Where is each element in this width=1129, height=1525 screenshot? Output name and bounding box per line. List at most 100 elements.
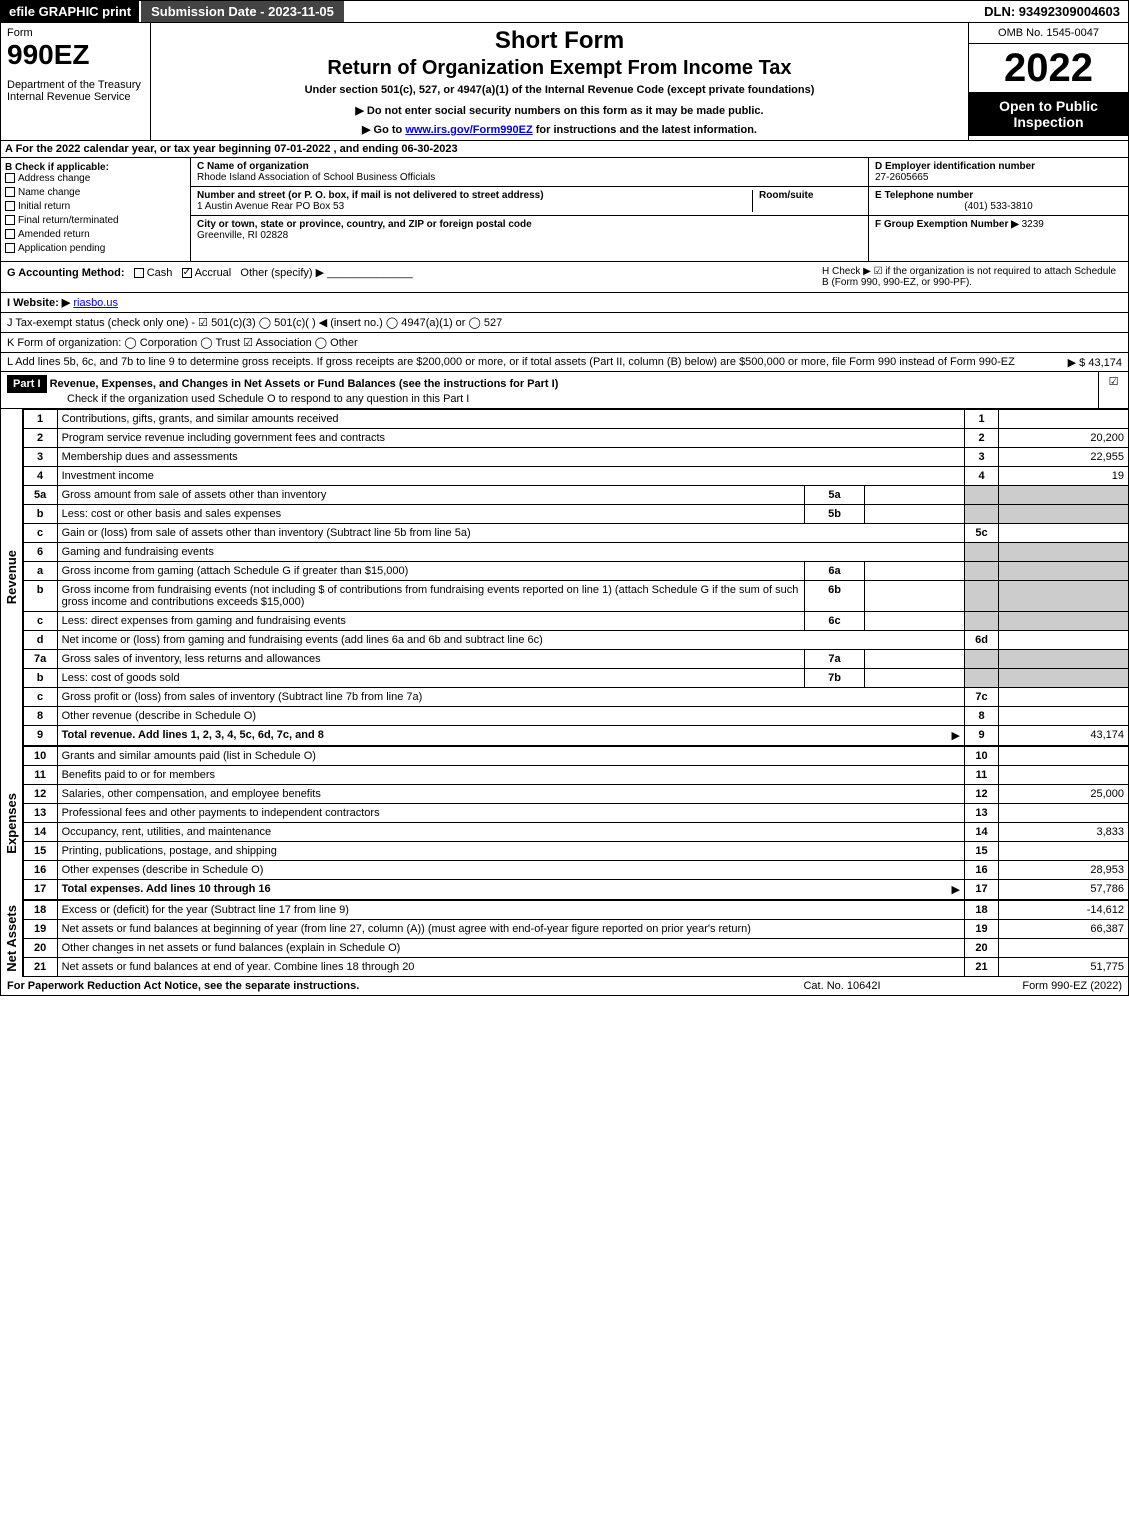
line-18-text: Excess or (deficit) for the year (Subtra… [57, 901, 964, 920]
subtitle: Under section 501(c), 527, or 4947(a)(1)… [155, 84, 964, 96]
accrual-cb[interactable] [182, 268, 192, 278]
line-13-amt [999, 804, 1129, 823]
line-14-amt: 3,833 [999, 823, 1129, 842]
line-21-text: Net assets or fund balances at end of ye… [57, 958, 964, 977]
chk-name[interactable]: Name change [5, 187, 186, 198]
short-form-title: Short Form [155, 27, 964, 55]
chk-final[interactable]: Final return/terminated [5, 215, 186, 226]
line-11-amt [999, 766, 1129, 785]
form-word: Form [7, 27, 144, 39]
e-row: E Telephone number (401) 533-3810 [869, 187, 1128, 216]
chk-final-lbl: Final return/terminated [18, 215, 119, 226]
chk-initial-lbl: Initial return [18, 201, 70, 212]
i-row: I Website: ▶ riasbo.us [0, 293, 1129, 313]
line-20-text: Other changes in net assets or fund bala… [57, 939, 964, 958]
revenue-vlabel-col: Revenue [1, 409, 23, 746]
part1-title: Revenue, Expenses, and Changes in Net As… [50, 378, 559, 390]
line-1: 1Contributions, gifts, grants, and simil… [23, 410, 1128, 429]
line-7a: 7aGross sales of inventory, less returns… [23, 650, 1128, 669]
room-label: Room/suite [759, 190, 862, 201]
line-19-text: Net assets or fund balances at beginning… [57, 920, 964, 939]
omb-number: OMB No. 1545-0047 [969, 23, 1128, 44]
line-15-text: Printing, publications, postage, and shi… [57, 842, 964, 861]
line-13-text: Professional fees and other payments to … [57, 804, 964, 823]
line-6c-text: Less: direct expenses from gaming and fu… [57, 612, 804, 631]
h-check: H Check ▶ ☑ if the organization is not r… [822, 266, 1122, 288]
g-label: G Accounting Method: [7, 267, 125, 279]
line-7c: cGross profit or (loss) from sales of in… [23, 688, 1128, 707]
arrow-icon: ▶ [952, 729, 960, 742]
line-18: 18Excess or (deficit) for the year (Subt… [23, 901, 1128, 920]
e-label: E Telephone number [875, 190, 973, 201]
line-6-text: Gaming and fundraising events [57, 543, 964, 562]
i-label: I Website: ▶ [7, 297, 70, 309]
line-4-text: Investment income [57, 467, 964, 486]
j-row: J Tax-exempt status (check only one) - ☑… [0, 313, 1129, 333]
section-a: A For the 2022 calendar year, or tax yea… [0, 141, 1129, 158]
line-16-amt: 28,953 [999, 861, 1129, 880]
revenue-section: Revenue 1Contributions, gifts, grants, a… [0, 409, 1129, 746]
chk-amended[interactable]: Amended return [5, 229, 186, 240]
revenue-vlabel: Revenue [4, 550, 19, 604]
c-city-row: City or town, state or province, country… [191, 216, 868, 244]
org-street: 1 Austin Avenue Rear PO Box 53 [197, 201, 752, 212]
line-7c-text: Gross profit or (loss) from sales of inv… [57, 688, 964, 707]
chk-pending[interactable]: Application pending [5, 243, 186, 254]
line-9-amt: 43,174 [999, 726, 1129, 746]
open-inspection: Open to Public Inspection [969, 92, 1128, 136]
line-6a: aGross income from gaming (attach Schedu… [23, 562, 1128, 581]
f-label: F Group Exemption Number ▶ [875, 219, 1019, 230]
l-text: L Add lines 5b, 6c, and 7b to line 9 to … [7, 356, 1015, 368]
line-21: 21Net assets or fund balances at end of … [23, 958, 1128, 977]
g-accounting: G Accounting Method: Cash Accrual Other … [7, 266, 822, 288]
line-16: 16Other expenses (describe in Schedule O… [23, 861, 1128, 880]
line-14: 14Occupancy, rent, utilities, and mainte… [23, 823, 1128, 842]
line-9-text: Total revenue. Add lines 1, 2, 3, 4, 5c,… [62, 729, 324, 741]
main-title: Return of Organization Exempt From Incom… [155, 57, 964, 80]
c-street-label: Number and street (or P. O. box, if mail… [197, 190, 752, 201]
line-12: 12Salaries, other compensation, and empl… [23, 785, 1128, 804]
line-10-amt [999, 747, 1129, 766]
line-15: 15Printing, publications, postage, and s… [23, 842, 1128, 861]
chk-initial[interactable]: Initial return [5, 201, 186, 212]
line-3-amt: 22,955 [999, 448, 1129, 467]
b-label: B Check if applicable: [5, 162, 186, 173]
line-12-text: Salaries, other compensation, and employ… [57, 785, 964, 804]
col-d: D Employer identification number 27-2605… [868, 158, 1128, 261]
accrual-lbl: Accrual [195, 267, 232, 279]
line-20: 20Other changes in net assets or fund ba… [23, 939, 1128, 958]
line-6d-text: Net income or (loss) from gaming and fun… [57, 631, 964, 650]
line-6d-amt [999, 631, 1129, 650]
part1-check-text: Check if the organization used Schedule … [7, 393, 469, 405]
cash-cb[interactable] [134, 268, 144, 278]
l-row: L Add lines 5b, 6c, and 7b to line 9 to … [0, 353, 1129, 372]
line-8-text: Other revenue (describe in Schedule O) [57, 707, 964, 726]
line-4-amt: 19 [999, 467, 1129, 486]
part1-checkbox[interactable]: ☑ [1098, 372, 1128, 408]
goto-post: for instructions and the latest informat… [533, 124, 757, 136]
chk-address-lbl: Address change [18, 173, 90, 184]
chk-address[interactable]: Address change [5, 173, 186, 184]
part1-header: Part I Revenue, Expenses, and Changes in… [0, 372, 1129, 409]
c-name-row: C Name of organization Rhode Island Asso… [191, 158, 868, 187]
efile-label[interactable]: efile GRAPHIC print [1, 1, 139, 22]
page-footer: For Paperwork Reduction Act Notice, see … [0, 977, 1129, 996]
irs-link[interactable]: www.irs.gov/Form990EZ [405, 124, 532, 136]
line-20-amt [999, 939, 1129, 958]
c-street-row: Number and street (or P. O. box, if mail… [191, 187, 868, 216]
line-5c: cGain or (loss) from sale of assets othe… [23, 524, 1128, 543]
line-5c-text: Gain or (loss) from sale of assets other… [57, 524, 964, 543]
line-5a: 5aGross amount from sale of assets other… [23, 486, 1128, 505]
line-5a-text: Gross amount from sale of assets other t… [57, 486, 804, 505]
l-amount: ▶ $ 43,174 [1068, 356, 1122, 369]
arrow-icon: ▶ [952, 883, 960, 896]
line-2-amt: 20,200 [999, 429, 1129, 448]
info-grid: B Check if applicable: Address change Na… [0, 158, 1129, 262]
d-label: D Employer identification number [875, 161, 1035, 172]
form-number: 990EZ [7, 39, 144, 71]
dln: DLN: 93492309004603 [976, 1, 1128, 22]
revenue-table: 1Contributions, gifts, grants, and simil… [23, 409, 1129, 746]
a-text: A For the 2022 calendar year, or tax yea… [5, 143, 458, 155]
website-link[interactable]: riasbo.us [73, 297, 118, 309]
pra-notice: For Paperwork Reduction Act Notice, see … [7, 980, 742, 992]
